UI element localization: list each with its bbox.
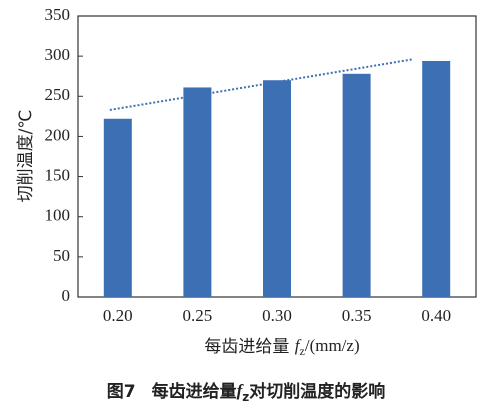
x-tick-label: 0.30 <box>262 306 292 325</box>
trend-line <box>109 58 413 111</box>
y-tick-label: 300 <box>45 45 71 64</box>
y-tick-label: 250 <box>45 85 71 104</box>
bar <box>103 118 132 297</box>
bar <box>342 73 371 297</box>
x-tick-label: 0.35 <box>342 306 372 325</box>
bar <box>183 87 212 297</box>
y-tick-label: 100 <box>45 206 71 225</box>
bar <box>422 60 451 298</box>
y-tick-label: 0 <box>62 286 71 305</box>
bar <box>263 80 291 297</box>
y-tick-label: 350 <box>45 5 71 24</box>
x-tick-label: 0.25 <box>183 306 213 325</box>
y-axis-label: 切削温度/℃ <box>16 110 36 203</box>
y-tick-label: 150 <box>45 165 71 184</box>
caption: 图7 每齿进给量fz对切削温度的影响 <box>107 381 386 404</box>
x-axis-label: 每齿进给量 fz/(mm/z) <box>204 336 359 358</box>
y-tick-label: 200 <box>45 125 71 144</box>
y-tick-label: 50 <box>53 246 70 265</box>
x-tick-label: 0.40 <box>421 306 451 325</box>
x-tick-label: 0.20 <box>103 306 133 325</box>
